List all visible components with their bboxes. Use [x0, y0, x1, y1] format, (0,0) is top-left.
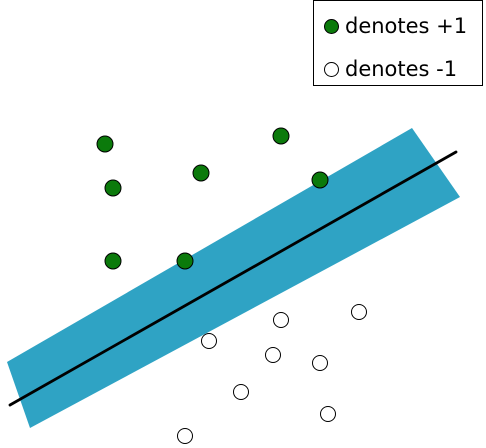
separating-hyperplane — [8, 150, 458, 407]
negative-points — [177, 304, 367, 444]
positive-point — [104, 252, 122, 270]
negative-point — [177, 428, 193, 444]
negative-point — [201, 333, 217, 349]
positive-point — [272, 127, 290, 145]
negative-point — [351, 304, 367, 320]
positive-point — [176, 252, 194, 270]
negative-point — [265, 347, 281, 363]
legend-positive-label: denotes +1 — [345, 13, 468, 38]
positive-point — [96, 135, 114, 153]
negative-point — [233, 384, 249, 400]
legend-item-negative: denotes -1 — [324, 54, 457, 84]
hollow-circle-icon — [324, 61, 339, 77]
legend-item-positive: denotes +1 — [324, 11, 467, 41]
positive-points — [96, 127, 329, 270]
positive-point — [311, 171, 329, 189]
negative-point — [273, 312, 289, 328]
legend-box: denotes +1 denotes -1 — [313, 0, 483, 86]
positive-point — [192, 164, 210, 182]
positive-point — [104, 179, 122, 197]
negative-point — [320, 406, 336, 422]
negative-point — [312, 355, 328, 371]
filled-circle-icon — [324, 18, 339, 34]
legend-negative-label: denotes -1 — [345, 56, 458, 81]
